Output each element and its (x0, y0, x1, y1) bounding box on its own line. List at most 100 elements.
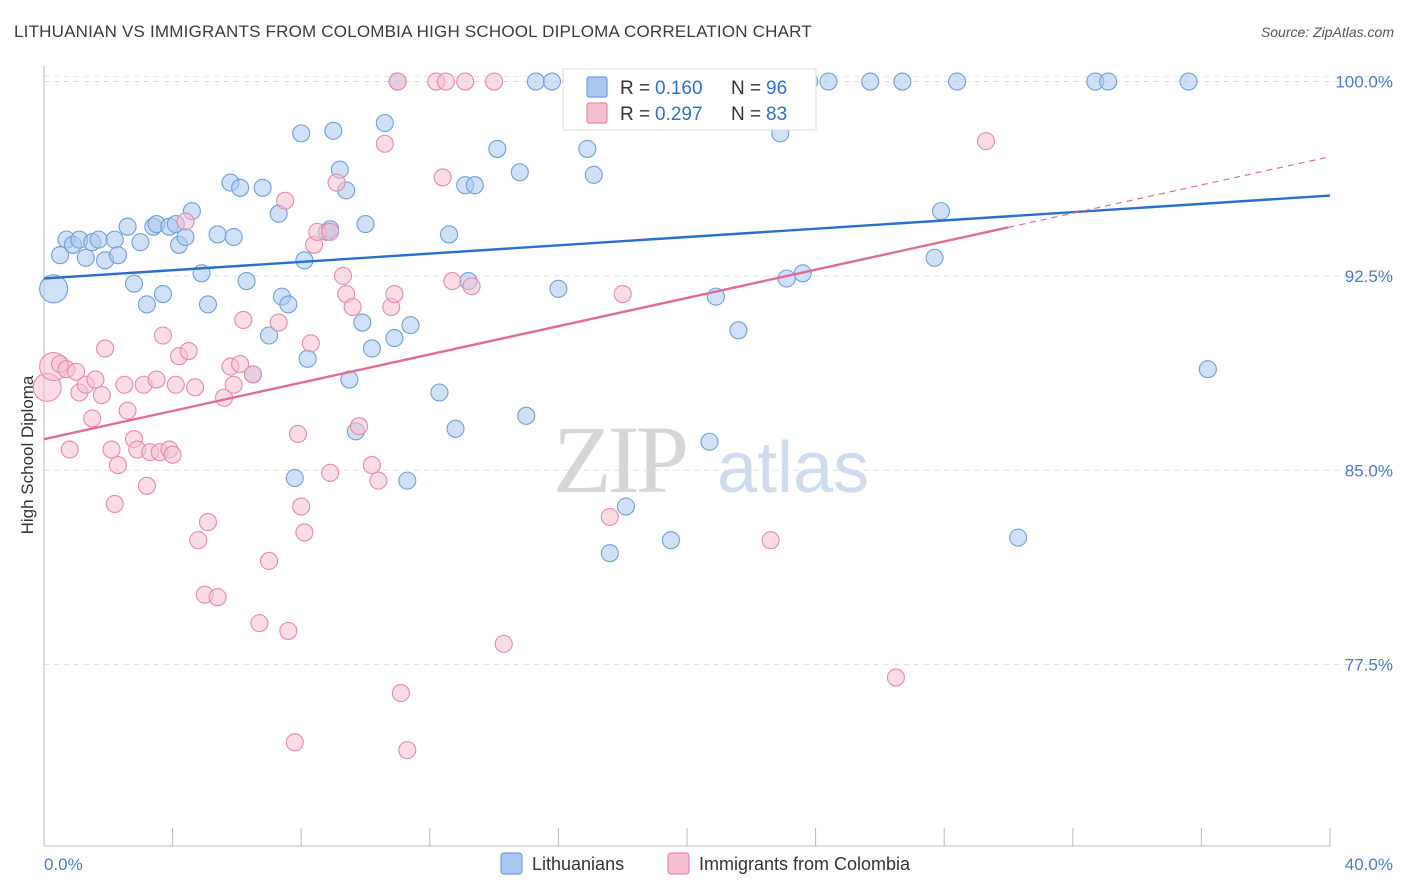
data-point (186, 378, 205, 397)
data-point (321, 222, 340, 241)
data-point (86, 370, 105, 389)
data-point (292, 124, 311, 143)
data-point (456, 72, 475, 91)
data-point (375, 113, 394, 133)
data-point (198, 513, 218, 532)
x-tick-label-right: 40.0% (1345, 855, 1393, 874)
data-point (356, 215, 375, 234)
data-point (510, 163, 529, 182)
data-point (385, 329, 404, 348)
data-point (298, 349, 317, 368)
data-point (276, 191, 295, 210)
series-legend-swatch-colombia (667, 852, 690, 875)
data-point (243, 365, 263, 384)
data-point (224, 227, 243, 247)
y-tick-label: 92.5% (1345, 267, 1393, 286)
data-point (105, 494, 124, 513)
data-point (343, 297, 362, 317)
data-point (237, 272, 256, 291)
data-point (600, 544, 619, 563)
data-point (208, 588, 227, 607)
data-point (108, 246, 127, 265)
trend-lines (43, 156, 1331, 441)
data-point (147, 370, 166, 389)
data-point (279, 295, 298, 314)
series-points-colombia (32, 72, 996, 760)
data-point (89, 230, 108, 249)
data-point (700, 432, 719, 451)
data-point (362, 339, 381, 358)
data-point (292, 497, 311, 516)
chart-title: LITHUANIAN VS IMMIGRANTS FROM COLOMBIA H… (14, 22, 812, 41)
data-point (321, 463, 340, 482)
data-point (886, 668, 906, 687)
data-point (153, 284, 173, 304)
legend-r-label: R = (620, 78, 650, 99)
data-point (176, 212, 195, 231)
legend-n-label: N = (731, 78, 761, 99)
data-point (198, 295, 218, 314)
data-point (189, 531, 208, 550)
data-point (661, 531, 680, 550)
legend-r-label: R = (620, 104, 650, 125)
data-point (208, 225, 227, 244)
trend-line-lithuanians (43, 194, 1331, 280)
data-point (375, 134, 394, 153)
data-point (327, 173, 346, 192)
data-point (391, 684, 410, 703)
data-point (108, 456, 127, 475)
data-point (549, 279, 568, 298)
data-point (613, 284, 632, 304)
data-point (819, 72, 838, 91)
data-point (436, 72, 455, 91)
data-point (279, 621, 298, 640)
data-point (115, 375, 134, 394)
watermark-atlas: atlas (717, 428, 869, 508)
data-point (333, 266, 353, 285)
data-point (259, 551, 279, 571)
data-point (931, 202, 951, 221)
legend-n-value: 83 (766, 104, 787, 125)
data-point (616, 497, 635, 516)
data-point (83, 409, 102, 428)
data-point (430, 383, 449, 402)
data-point (893, 72, 912, 91)
data-point (353, 313, 372, 332)
legend-r-value: 0.297 (655, 104, 703, 125)
data-point (440, 225, 459, 244)
legend-swatch-colombia (586, 102, 608, 124)
data-point (301, 334, 320, 353)
legend-n-value: 96 (766, 78, 787, 99)
series-legend: Lithuanians Immigrants from Colombia (500, 852, 911, 875)
axes: 100.0% 92.5% 85.0% 77.5% 0.0% 40.0% (43, 66, 1393, 874)
data-point (385, 284, 404, 304)
data-point (948, 72, 967, 91)
data-point (443, 272, 462, 291)
data-point (401, 316, 420, 335)
stats-legend: R = 0.160 N = 96 R = 0.297 N = 83 (562, 68, 817, 131)
data-point (494, 634, 513, 653)
y-axis-label: High School Diploma (18, 375, 37, 534)
data-point (285, 468, 304, 488)
data-point (92, 386, 111, 405)
data-point (1179, 72, 1198, 91)
data-point (131, 233, 150, 252)
data-point (67, 362, 86, 381)
data-point (729, 321, 748, 340)
legend-n-label: N = (731, 104, 761, 125)
data-point (398, 471, 417, 490)
data-point (388, 72, 407, 91)
data-point (253, 178, 272, 197)
legend-r-value: 0.160 (655, 78, 703, 99)
data-point (398, 741, 417, 760)
data-point (39, 274, 69, 304)
data-point (485, 72, 504, 91)
data-point (102, 440, 121, 459)
data-point (124, 274, 144, 293)
data-point (269, 313, 288, 332)
data-point (105, 230, 124, 249)
data-point (526, 72, 545, 91)
data-point (51, 246, 70, 265)
data-point (324, 121, 343, 140)
data-point (462, 277, 481, 296)
